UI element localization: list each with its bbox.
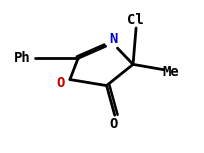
Text: O: O xyxy=(56,76,65,90)
Text: N: N xyxy=(109,32,117,46)
Text: Me: Me xyxy=(162,65,178,79)
Text: Cl: Cl xyxy=(126,13,143,27)
Text: Ph: Ph xyxy=(14,51,31,65)
Text: O: O xyxy=(109,117,117,131)
